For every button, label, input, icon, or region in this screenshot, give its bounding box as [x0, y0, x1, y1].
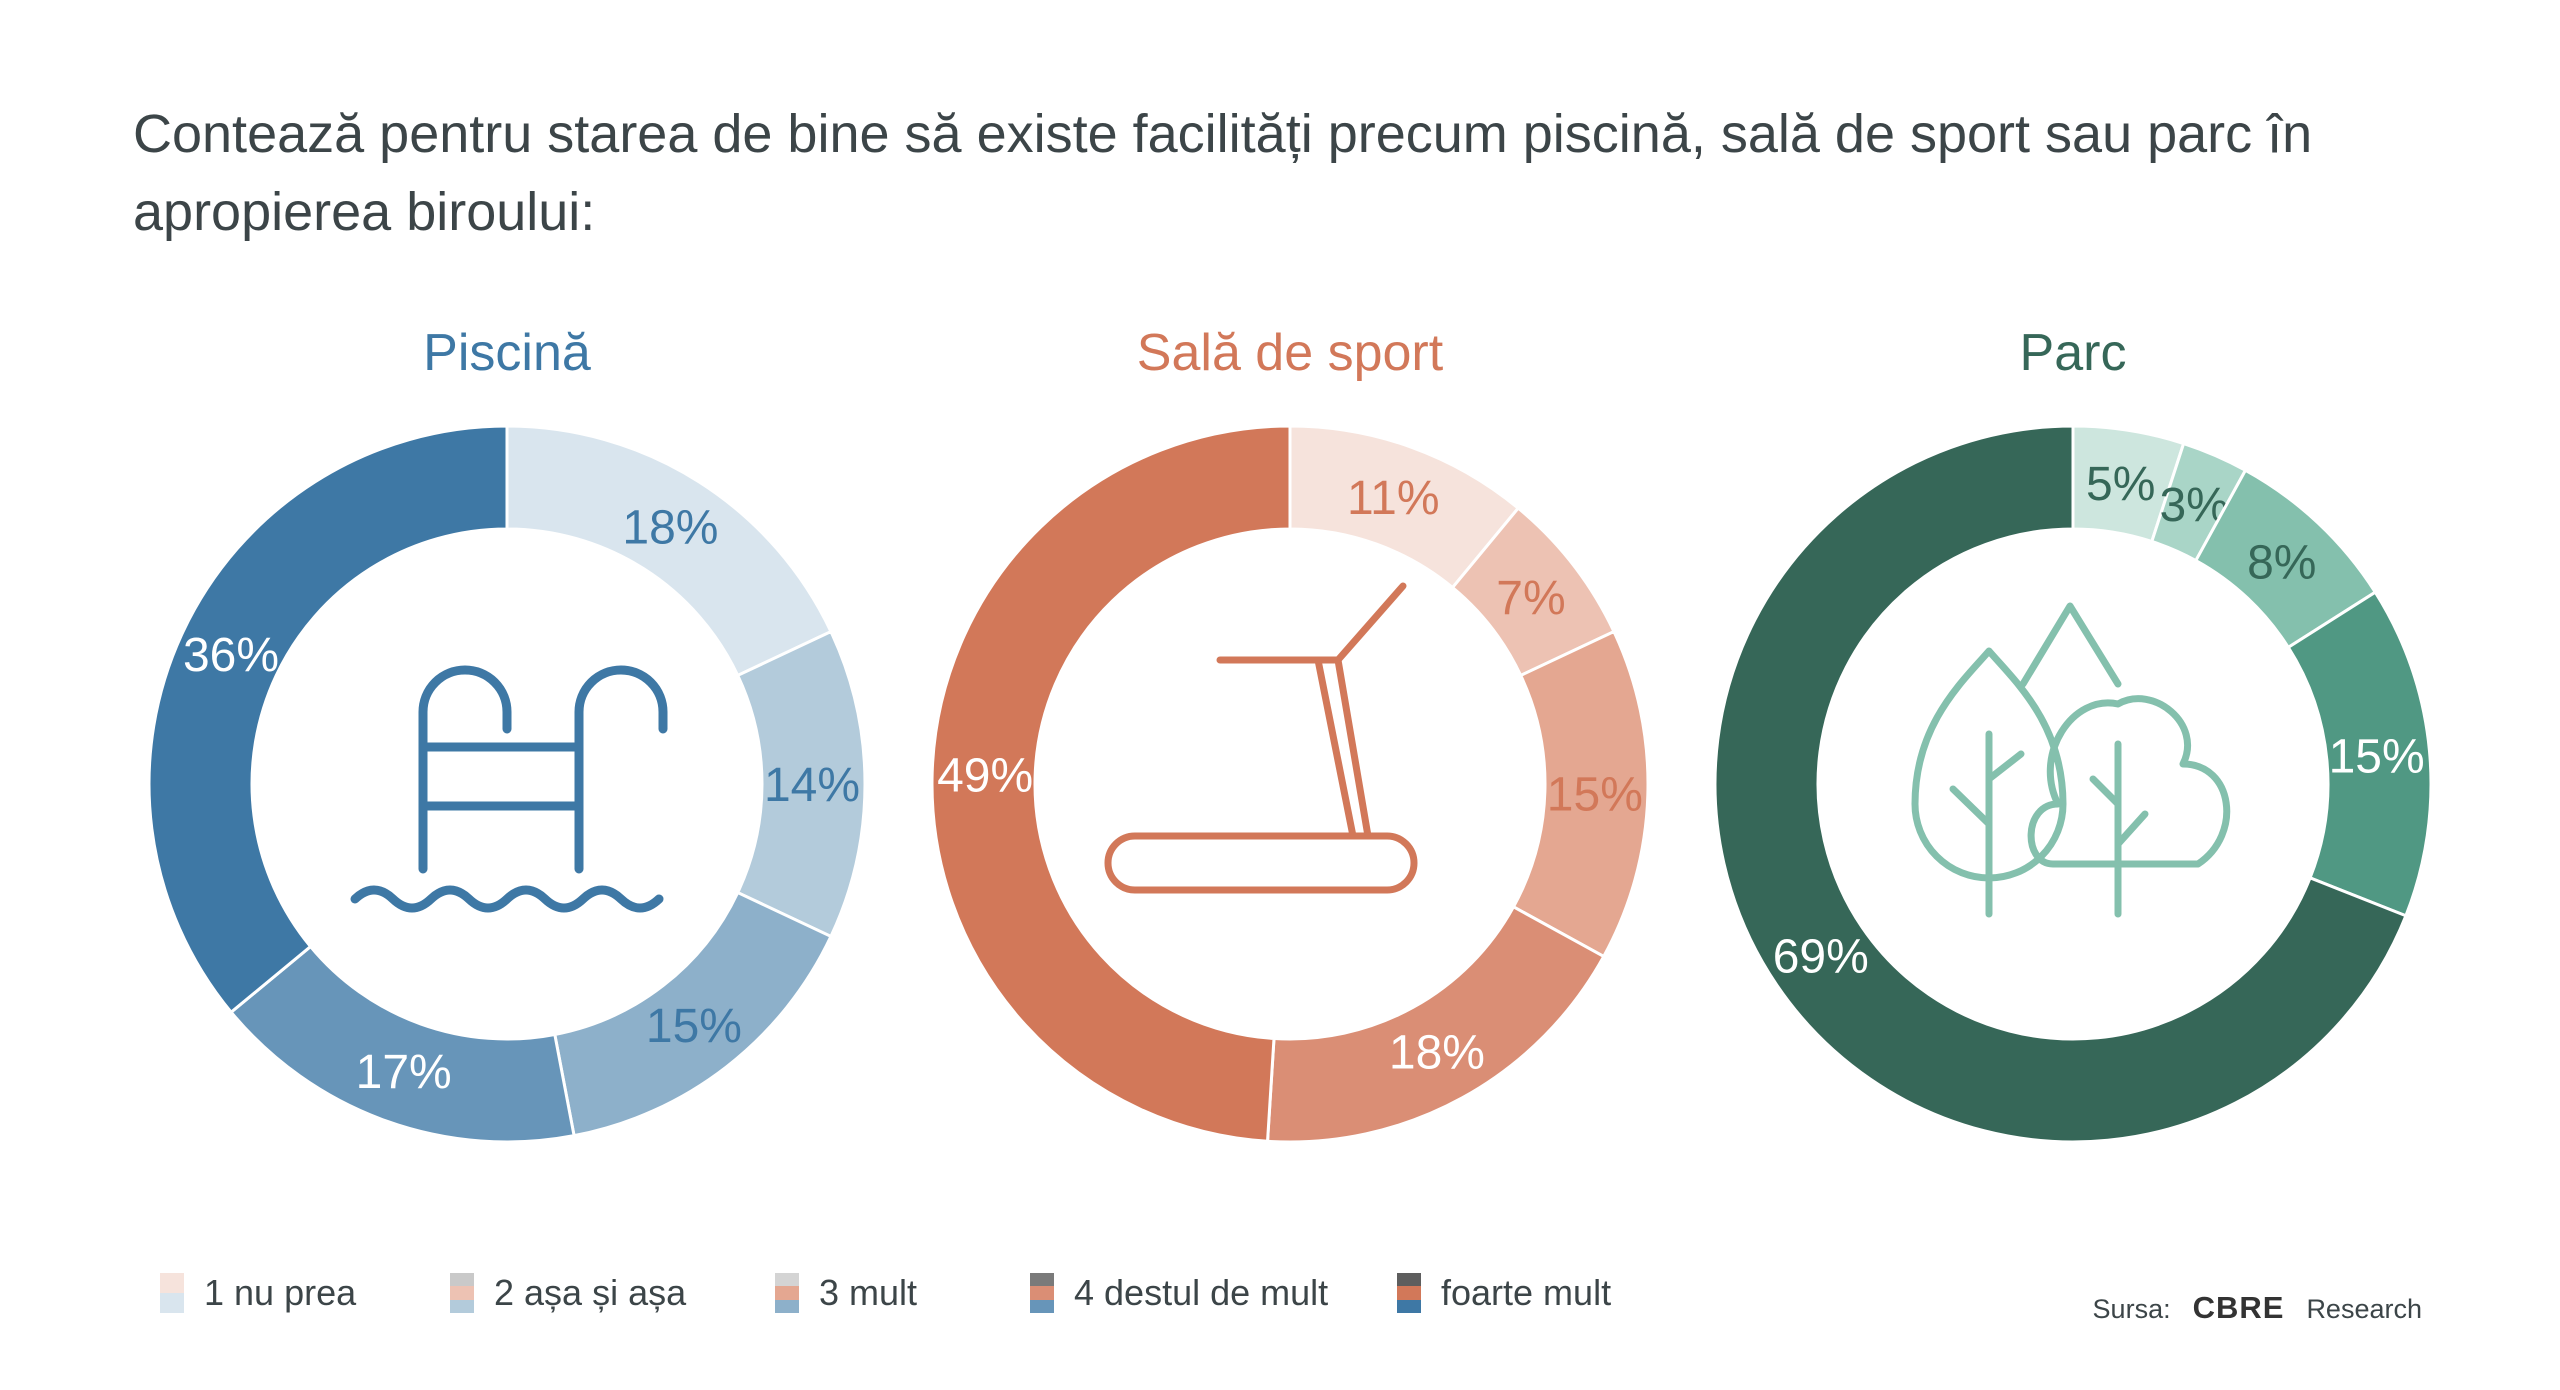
slice-label: 7% [1496, 572, 1565, 625]
slice-label: 15% [2329, 730, 2425, 783]
legend-item-2: 2 așa și așa [450, 1268, 686, 1318]
legend-label-2: 2 așa și așa [494, 1272, 687, 1313]
legend-item-3: 3 mult [775, 1268, 917, 1318]
trees-icon [1911, 602, 2231, 918]
source-suffix: Research [2306, 1294, 2422, 1324]
slice-label: 49% [937, 749, 1033, 802]
source-note: Sursa: CBRE Research [2093, 1290, 2422, 1326]
donut-slice [930, 424, 1292, 1143]
slice-label: 14% [764, 759, 860, 812]
legend: 1 nu prea 2 așa și așa 3 mult 4 destul d… [160, 1268, 1760, 1318]
donut-slice [229, 944, 576, 1144]
treadmill-icon [1104, 582, 1418, 894]
slice-label: 8% [2247, 537, 2316, 590]
slice-label: 17% [356, 1046, 452, 1099]
legend-item-1: 1 nu prea [160, 1268, 356, 1318]
source-prefix: Sursa: [2092, 1294, 2171, 1324]
chart-title-2: Sală de sport [1137, 324, 1444, 382]
legend-label-4: 4 destul de mult [1074, 1272, 1329, 1313]
slice-label: 5% [2086, 458, 2155, 511]
donut-slice [1265, 904, 1606, 1144]
legend-swatch-3 [775, 1273, 799, 1313]
slice-label: 11% [1347, 472, 1440, 525]
legend-swatch-4 [1030, 1273, 1054, 1313]
legend-swatch-5 [1397, 1273, 1421, 1313]
legend-swatch-1 [160, 1273, 184, 1313]
slice-label: 15% [1547, 769, 1643, 822]
donut-slice [147, 424, 509, 1015]
slice-label: 18% [1389, 1026, 1485, 1079]
slice-label: 15% [646, 1000, 742, 1053]
legend-label-5: foarte mult [1441, 1272, 1612, 1313]
legend-swatch-2 [450, 1273, 474, 1313]
donut-chart-1: Piscină 18% 14% 15% 17% 36% [147, 324, 867, 1144]
chart-title-3: Parc [2020, 324, 2127, 382]
page-title: Contează pentru starea de bine să existe… [133, 104, 2313, 242]
legend-item-5: foarte mult [1397, 1268, 1611, 1318]
donut-slice [1713, 424, 2408, 1144]
swimming-pool-ladder-icon [350, 665, 668, 913]
legend-item-4: 4 destul de mult [1030, 1268, 1328, 1318]
source-brand-logo: CBRE [2192, 1290, 2285, 1325]
legend-label-3: 3 mult [819, 1272, 918, 1313]
legend-label-1: 1 nu prea [204, 1272, 357, 1313]
slice-label: 36% [183, 629, 279, 682]
slice-label: 18% [622, 501, 718, 554]
donut-chart-2: Sală de sport 11% 7% 15% 18% 49% [930, 324, 1650, 1144]
chart-title-1: Piscină [423, 324, 591, 382]
slice-label: 69% [1773, 930, 1869, 983]
